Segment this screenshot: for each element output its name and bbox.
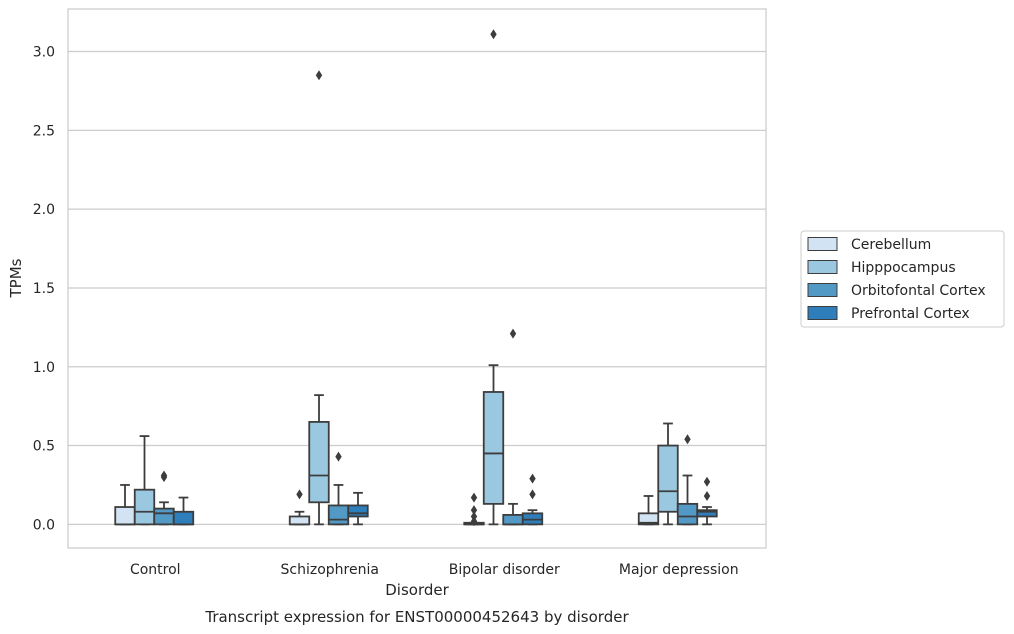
x-tick-label: Schizophrenia	[281, 562, 379, 578]
outlier-point	[296, 489, 303, 500]
legend-frame	[800, 230, 1005, 328]
outlier-point	[470, 511, 478, 522]
box-iqr	[153, 507, 175, 526]
box-iqr	[347, 504, 369, 518]
box-iqr	[696, 509, 718, 518]
outlier-point	[529, 489, 536, 500]
box-iqr	[637, 512, 660, 526]
legend-swatch	[807, 237, 838, 251]
x-tick-label: Control	[130, 562, 181, 578]
box-hipppocampus	[657, 422, 679, 526]
box-cerebellum	[114, 484, 136, 526]
y-tick-label: 1.0	[33, 360, 55, 376]
outlier-point	[529, 473, 536, 484]
outlier-point	[335, 451, 342, 462]
y-axis-ticks: 0.0 0.5 1.0 1.5 2.0 2.5 3.0	[33, 45, 55, 534]
grid-lines	[68, 50, 766, 525]
y-tick-label: 0.0	[33, 517, 55, 533]
outlier-point	[703, 476, 711, 487]
legend-label: Hipppocampus	[851, 260, 956, 276]
box-hipppocampus	[133, 435, 156, 526]
y-tick-label: 0.5	[33, 439, 55, 455]
box-prefrontal-cortex	[172, 496, 195, 526]
x-tick-label: Bipolar disorder	[449, 562, 560, 578]
box-iqr	[288, 515, 311, 526]
legend-label: Cerebellum	[851, 237, 931, 253]
box-iqr	[308, 421, 330, 504]
x-axis-ticks: Control Schizophrenia Bipolar disorder Majo…	[130, 562, 739, 578]
box-hipppocampus	[308, 70, 330, 526]
box-prefrontal-cortex	[696, 476, 718, 526]
box-iqr	[172, 510, 195, 526]
box-hipppocampus	[482, 29, 505, 526]
box-iqr	[327, 504, 350, 526]
plot-frame	[67, 8, 767, 549]
outlier-point	[470, 492, 478, 503]
box-orbitofontal-cortex	[153, 470, 175, 526]
legend-swatch	[807, 306, 838, 320]
outlier-point	[315, 70, 323, 81]
outlier-point	[160, 470, 168, 481]
outlier-point	[684, 434, 691, 445]
box-orbitofontal-cortex	[327, 451, 350, 526]
outlier-point	[509, 328, 517, 339]
box-iqr	[502, 514, 524, 526]
box-cerebellum	[288, 489, 311, 526]
box-plot-area	[114, 29, 718, 527]
y-tick-label: 1.5	[33, 281, 55, 297]
box-cerebellum	[463, 492, 485, 527]
legend-label: Prefrontal Cortex	[851, 306, 970, 322]
x-axis-label: Disorder	[385, 581, 449, 599]
box-cerebellum	[637, 495, 660, 526]
y-tick-label: 2.5	[33, 123, 55, 139]
box-prefrontal-cortex	[347, 491, 369, 526]
outlier-point	[490, 29, 497, 40]
y-tick-label: 3.0	[33, 45, 55, 61]
outlier-point	[470, 505, 478, 516]
chart-caption: Transcript expression for ENST0000045264…	[204, 608, 629, 626]
outlier-point	[703, 490, 711, 501]
box-iqr	[676, 502, 699, 526]
legend-label: Orbitofontal Cortex	[851, 283, 986, 299]
box-iqr	[133, 488, 156, 526]
box-orbitofontal-cortex	[502, 328, 524, 526]
box-iqr	[657, 444, 679, 513]
x-tick-label: Major depression	[619, 562, 739, 578]
box-prefrontal-cortex	[521, 473, 544, 526]
box-orbitofontal-cortex	[676, 434, 699, 526]
legend-swatch	[807, 283, 838, 297]
box-iqr	[482, 391, 505, 505]
legend-swatch	[807, 260, 838, 274]
y-axis-label: TPMs	[7, 258, 25, 298]
y-tick-label: 2.0	[33, 202, 55, 218]
box-iqr	[114, 506, 136, 526]
legend: Cerebellum Hipppocampus Orbitofontal Corte…	[800, 230, 1005, 328]
